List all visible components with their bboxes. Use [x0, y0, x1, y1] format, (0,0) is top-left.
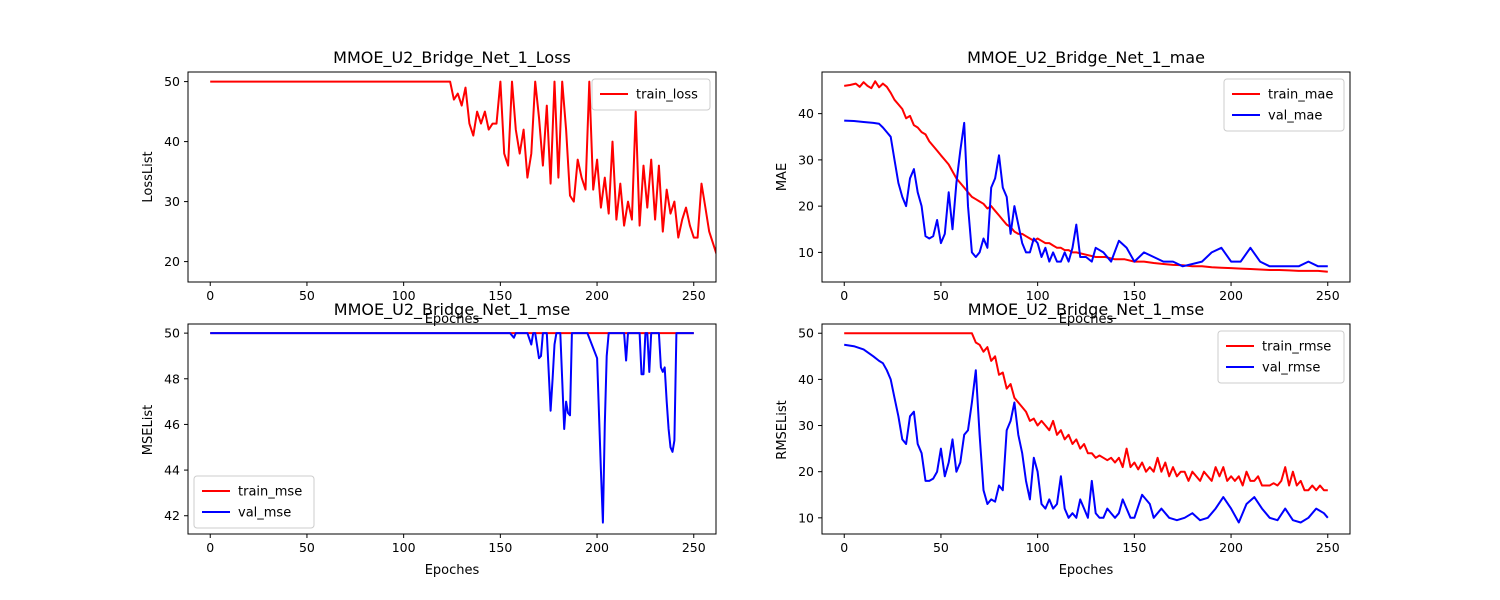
y-tick-label: 30 — [164, 194, 180, 209]
x-tick-label: 250 — [1316, 540, 1340, 555]
x-tick-label: 100 — [1026, 540, 1050, 555]
y-tick-label: 44 — [164, 463, 180, 478]
x-tick-label: 0 — [206, 540, 214, 555]
y-tick-label: 42 — [164, 508, 180, 523]
x-axis-label: Epoches — [1059, 312, 1114, 327]
x-tick-label: 150 — [1122, 540, 1146, 555]
x-tick-label: 150 — [1122, 288, 1146, 303]
legend-label: val_rmse — [1262, 361, 1320, 376]
x-axis-label: Epoches — [425, 312, 480, 327]
x-axis-label: Epoches — [425, 563, 480, 578]
subplot-mae: MMOE_U2_Bridge_Net_1_mae Epoches MAE 0 50… — [775, 48, 1351, 327]
x-tick-label: 50 — [299, 540, 315, 555]
y-tick-label: 40 — [798, 372, 814, 387]
y-axis-label: RMSEList — [775, 400, 790, 459]
y-tick-label: 20 — [798, 199, 814, 214]
x-tick-label: 200 — [585, 540, 609, 555]
legend: train_rmse val_rmse — [1217, 330, 1345, 384]
legend-box — [1223, 78, 1345, 132]
axes-frame — [187, 71, 717, 283]
series-line-val_rmse — [844, 343, 1329, 524]
legend-label: val_mae — [1268, 109, 1322, 124]
x-axis-label: Epoches — [1059, 563, 1114, 578]
y-tick-label: 50 — [164, 326, 180, 341]
x-tick-label: 0 — [206, 288, 214, 303]
y-tick-label: 40 — [164, 134, 180, 149]
x-tick-label: 250 — [682, 540, 706, 555]
series-line-train_mae — [844, 80, 1328, 273]
subplot-title: MMOE_U2_Bridge_Net_1_Loss — [333, 48, 571, 68]
x-tick-label: 100 — [392, 288, 416, 303]
series-line-train_rmse — [844, 332, 1328, 492]
x-tick-label: 0 — [840, 540, 848, 555]
subplot-loss: MMOE_U2_Bridge_Net_1_Loss Epoches LossLi… — [141, 48, 717, 327]
subplot-title: MMOE_U2_Bridge_Net_1_mse — [334, 300, 570, 320]
x-tick-label: 150 — [488, 288, 512, 303]
axes-frame — [821, 71, 1351, 283]
legend: train_mae val_mae — [1223, 78, 1345, 132]
y-axis-label: MAE — [775, 163, 790, 191]
legend: train_mse val_mse — [193, 475, 315, 529]
x-tick-label: 100 — [1026, 288, 1050, 303]
y-tick-label: 20 — [164, 254, 180, 269]
legend-box — [1217, 330, 1345, 384]
x-tick-label: 250 — [1316, 288, 1340, 303]
x-tick-label: 50 — [933, 288, 949, 303]
x-tick-label: 100 — [392, 540, 416, 555]
series-line-val_mse — [210, 332, 694, 524]
y-tick-label: 50 — [164, 74, 180, 89]
y-axis-label: MSEList — [141, 405, 156, 455]
x-tick-label: 50 — [933, 540, 949, 555]
legend-box — [591, 78, 711, 111]
x-tick-label: 200 — [585, 288, 609, 303]
legend-label: train_mse — [238, 485, 302, 500]
subplot-rmse: MMOE_U2_Bridge_Net_1_mse Epoches RMSELis… — [775, 300, 1351, 578]
x-tick-label: 0 — [840, 288, 848, 303]
x-tick-label: 150 — [488, 540, 512, 555]
series-line-train_loss — [210, 80, 716, 256]
axes-frame — [821, 323, 1351, 535]
x-tick-label: 200 — [1219, 288, 1243, 303]
y-tick-label: 30 — [798, 152, 814, 167]
legend-label: train_mae — [1268, 88, 1333, 103]
axes-frame — [187, 323, 717, 535]
legend-label: val_mse — [238, 506, 291, 521]
series-line-val_mae — [844, 119, 1328, 268]
y-tick-label: 10 — [798, 245, 814, 260]
x-tick-label: 250 — [682, 288, 706, 303]
legend-label: train_loss — [636, 88, 698, 103]
y-tick-label: 46 — [164, 417, 180, 432]
legend-label: train_rmse — [1262, 340, 1331, 355]
legend: train_loss — [591, 78, 711, 111]
y-tick-label: 10 — [798, 510, 814, 525]
x-tick-label: 50 — [299, 288, 315, 303]
y-tick-label: 50 — [798, 326, 814, 341]
x-tick-label: 200 — [1219, 540, 1243, 555]
subplot-title: MMOE_U2_Bridge_Net_1_mae — [967, 48, 1205, 68]
subplot-mse: MMOE_U2_Bridge_Net_1_mse Epoches MSEList… — [141, 300, 717, 578]
y-tick-label: 20 — [798, 464, 814, 479]
legend-box — [193, 475, 315, 529]
subplot-title: MMOE_U2_Bridge_Net_1_mse — [968, 300, 1204, 320]
y-axis-label: LossList — [141, 151, 156, 202]
y-tick-label: 30 — [798, 418, 814, 433]
y-tick-label: 40 — [798, 106, 814, 121]
y-tick-label: 48 — [164, 371, 180, 386]
